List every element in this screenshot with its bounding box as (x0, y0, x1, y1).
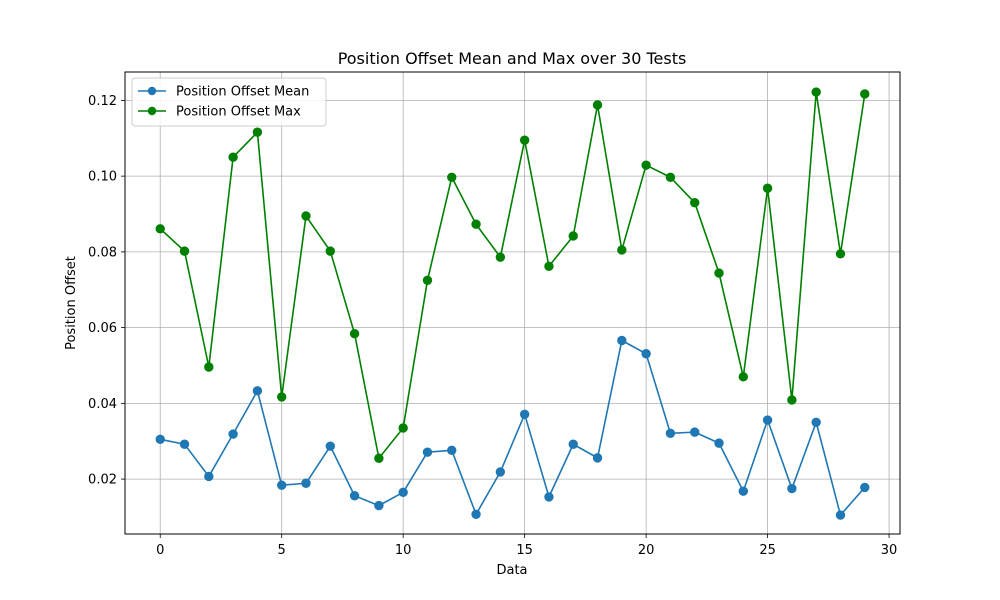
data-point (301, 211, 311, 221)
data-point (277, 392, 287, 402)
data-point (325, 246, 335, 256)
x-tick-label: 0 (156, 543, 164, 558)
x-tick-label: 25 (759, 543, 776, 558)
x-tick-label: 10 (395, 543, 412, 558)
data-point (592, 100, 603, 110)
data-point (422, 447, 433, 457)
data-point (228, 429, 238, 439)
data-point (714, 268, 724, 278)
data-point (617, 335, 627, 346)
data-point (860, 482, 870, 493)
series-max (155, 87, 870, 463)
data-point (641, 160, 651, 170)
x-axis-title: Data (496, 563, 527, 578)
axis-ticks: 0 5 10 15 20 25 30 0.02 0.04 0.06 0.08 0.10 0.12 (88, 94, 897, 558)
data-point (252, 127, 263, 137)
legend-item: Position Offset Max (138, 105, 301, 120)
data-point (179, 246, 190, 256)
data-point (714, 438, 724, 448)
data-point (252, 386, 263, 396)
data-point (544, 492, 554, 502)
data-point (398, 423, 408, 433)
legend-box (131, 77, 327, 127)
data-point (592, 453, 603, 463)
data-point (738, 486, 748, 496)
data-point (519, 135, 530, 145)
y-tick-label: 0.04 (88, 397, 117, 412)
data-point (155, 434, 165, 445)
data-point (422, 275, 433, 285)
data-point (325, 441, 335, 451)
data-point (155, 224, 165, 234)
y-axis-title: Position Offset (64, 256, 79, 350)
data-point (495, 467, 506, 477)
series-line (160, 339, 866, 516)
y-tick-label: 0.12 (88, 94, 117, 109)
data-point (665, 428, 676, 438)
legend-marker-swatch (147, 106, 157, 116)
data-point (762, 183, 773, 193)
data-point (228, 152, 238, 162)
data-point (860, 89, 870, 99)
data-point (374, 453, 384, 463)
data-point (787, 483, 797, 494)
data-point (204, 471, 214, 482)
grid-lines (125, 72, 900, 534)
legend-label: Position Offset Max (176, 105, 301, 120)
data-point (665, 172, 676, 182)
legend-item: Position Offset Mean (138, 85, 309, 100)
data-point (568, 439, 578, 449)
data-point (544, 261, 554, 271)
data-point (690, 427, 700, 437)
plot-area-frame (124, 71, 901, 535)
data-point (495, 252, 506, 262)
data-point (349, 328, 360, 339)
data-point (738, 372, 748, 382)
data-point (787, 395, 797, 405)
data-point (277, 480, 287, 490)
legend-marker-swatch (147, 86, 157, 96)
data-point (568, 231, 578, 241)
y-tick-label: 0.02 (88, 473, 117, 488)
data-point (398, 487, 408, 498)
x-tick-label: 30 (881, 543, 898, 558)
y-tick-label: 0.06 (88, 321, 117, 336)
series-group (155, 87, 870, 520)
data-point (690, 197, 700, 208)
data-point (471, 219, 481, 229)
data-point (811, 87, 821, 97)
data-point (374, 500, 384, 511)
data-point (835, 510, 846, 520)
data-point (519, 409, 530, 420)
data-point (301, 478, 311, 488)
data-point (447, 172, 457, 182)
chart-title: Position Offset Mean and Max over 30 Tes… (338, 49, 687, 68)
data-point (617, 245, 627, 255)
legend-label: Position Offset Mean (176, 85, 309, 100)
y-tick-label: 0.08 (88, 245, 117, 260)
x-tick-label: 15 (516, 543, 533, 558)
legend: Position Offset Mean Position Offset Max (131, 77, 327, 127)
data-point (641, 349, 651, 359)
series-mean (155, 335, 870, 520)
x-tick-label: 5 (278, 543, 286, 558)
data-point (349, 491, 360, 501)
data-point (204, 362, 214, 372)
data-point (179, 439, 190, 449)
series-line (159, 91, 866, 460)
data-point (471, 509, 481, 520)
y-tick-label: 0.10 (88, 170, 117, 185)
data-point (447, 445, 457, 456)
x-tick-label: 20 (638, 543, 655, 558)
data-point (811, 417, 821, 427)
data-point (762, 415, 773, 425)
data-point (835, 249, 846, 259)
